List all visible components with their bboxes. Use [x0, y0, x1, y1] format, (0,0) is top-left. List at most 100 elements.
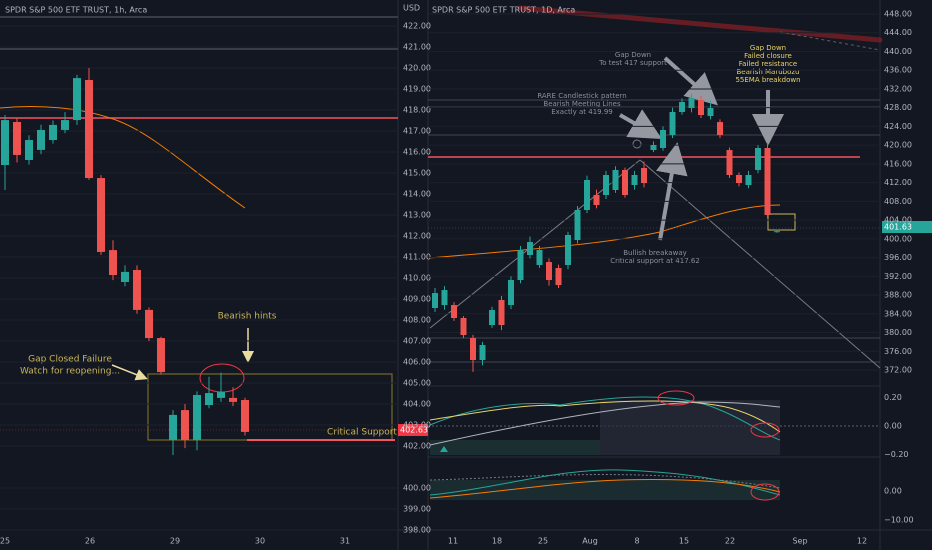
- y-tick-label: 416.00: [403, 148, 431, 157]
- x-tick-label: 22: [725, 537, 735, 546]
- y-tick-label: 404.00: [884, 216, 912, 225]
- y-tick-label: 408.00: [403, 316, 431, 325]
- histogram: [430, 480, 780, 500]
- x-tick-label: 8: [634, 537, 639, 546]
- candle-body: [603, 174, 609, 195]
- candle-body: [555, 268, 562, 286]
- candle-body: [688, 97, 695, 109]
- candle-body: [736, 174, 742, 184]
- x-tick-label: 25: [0, 537, 10, 546]
- candle-body: [1, 120, 9, 166]
- trend-band: [517, 5, 883, 43]
- y-tick-label: 420.00: [884, 141, 912, 150]
- candle-body: [109, 250, 117, 276]
- y-tick-label: 414.00: [403, 190, 431, 199]
- y-tick-label: 407.00: [403, 337, 431, 346]
- y-tick-label: 392.00: [884, 272, 912, 281]
- x-tick-label: 30: [255, 537, 265, 546]
- y-tick-label: 436.00: [884, 66, 912, 75]
- candle-body: [536, 249, 543, 266]
- annotation: Exactly at 419.99: [551, 108, 613, 116]
- candle-body: [157, 338, 165, 373]
- arrow: [663, 56, 718, 106]
- candle-body: [13, 121, 21, 155]
- y-tick-label: 398.00: [403, 526, 431, 535]
- annotation: Failed resistance: [739, 60, 797, 68]
- y-tick-label: −10.00: [884, 516, 914, 525]
- candle-body: [650, 145, 657, 151]
- x-tick-label: 31: [340, 537, 350, 546]
- annotation: To test 417 support: [598, 59, 667, 67]
- y-tick-label: 424.00: [884, 122, 912, 131]
- oscillator-line: [429, 469, 781, 496]
- y-tick-label: 440.00: [884, 47, 912, 56]
- candle-body: [460, 318, 467, 336]
- candle-body: [133, 270, 141, 310]
- candle-body: [565, 235, 571, 266]
- highlight-ellipse: [657, 390, 695, 406]
- y-tick-label: 432.00: [884, 84, 912, 93]
- candle-body: [755, 148, 761, 170]
- annotation: Watch for reopening...: [20, 367, 120, 377]
- oscillator-line: [429, 396, 781, 441]
- y-tick-label: 412.00: [884, 178, 912, 187]
- y-tick-label: 409.00: [403, 295, 431, 304]
- annotation: RARE Candlestick pattern: [537, 92, 626, 100]
- candle-body: [508, 280, 514, 306]
- candle-body: [241, 400, 249, 432]
- candle-body: [574, 209, 581, 241]
- chart-title: SPDR S&P 500 ETF TRUST, 1D, Arca: [432, 6, 575, 15]
- y-tick-label: 413.00: [403, 211, 431, 220]
- average-line: [429, 474, 781, 489]
- ema-line: [429, 204, 781, 259]
- x-tick-label: Sep: [792, 537, 807, 546]
- price-label: 401.63: [884, 223, 912, 232]
- y-tick-label: 421.00: [403, 43, 431, 52]
- x-tick-label: 15: [679, 537, 689, 546]
- y-tick-label: 444.00: [884, 28, 912, 37]
- x-tick-label: 26: [85, 537, 95, 546]
- annotation: Failed closure: [744, 52, 792, 60]
- candle-body: [97, 178, 105, 252]
- y-tick-label: 410.00: [403, 274, 431, 283]
- candle-body: [205, 393, 213, 406]
- price-tag: [882, 221, 932, 233]
- y-tick-label: 422.00: [403, 22, 431, 31]
- candle-body: [641, 168, 647, 184]
- candle-body: [432, 293, 438, 309]
- y-tick-label: 0.00: [884, 487, 902, 496]
- y-tick-label: 388.00: [884, 291, 912, 300]
- y-tick-label: 418.00: [403, 106, 431, 115]
- candle-body: [49, 124, 57, 141]
- candle-body: [660, 129, 666, 149]
- histogram: [430, 440, 600, 455]
- candle-body: [181, 410, 189, 440]
- highlight-ellipse: [199, 363, 245, 393]
- x-tick-label: 25: [538, 537, 548, 546]
- candle-body: [479, 345, 486, 361]
- candle-body: [169, 414, 177, 440]
- trend-extension: [779, 31, 881, 51]
- arrow: [111, 364, 148, 381]
- annotation: Critical Support: [327, 428, 397, 438]
- candle-body: [745, 174, 752, 186]
- y-tick-label: 396.00: [884, 253, 912, 262]
- y-tick-label: 0.00: [884, 422, 902, 431]
- candle-body: [631, 174, 638, 186]
- y-tick-label: 380.00: [884, 328, 912, 337]
- x-tick-label: 12: [857, 537, 867, 546]
- candle-body: [229, 397, 237, 402]
- y-tick-label: −0.20: [884, 450, 909, 459]
- candle-body: [37, 129, 45, 150]
- candle-body: [717, 122, 723, 135]
- candle-body: [707, 108, 714, 117]
- candle-body: [145, 309, 153, 339]
- candle-body: [726, 150, 733, 175]
- candle-body: [73, 78, 81, 121]
- candle-body: [774, 231, 780, 233]
- x-tick-label: 11: [448, 537, 458, 546]
- annotation: Gap Closed Failure: [28, 355, 112, 365]
- signal-line: [429, 400, 781, 433]
